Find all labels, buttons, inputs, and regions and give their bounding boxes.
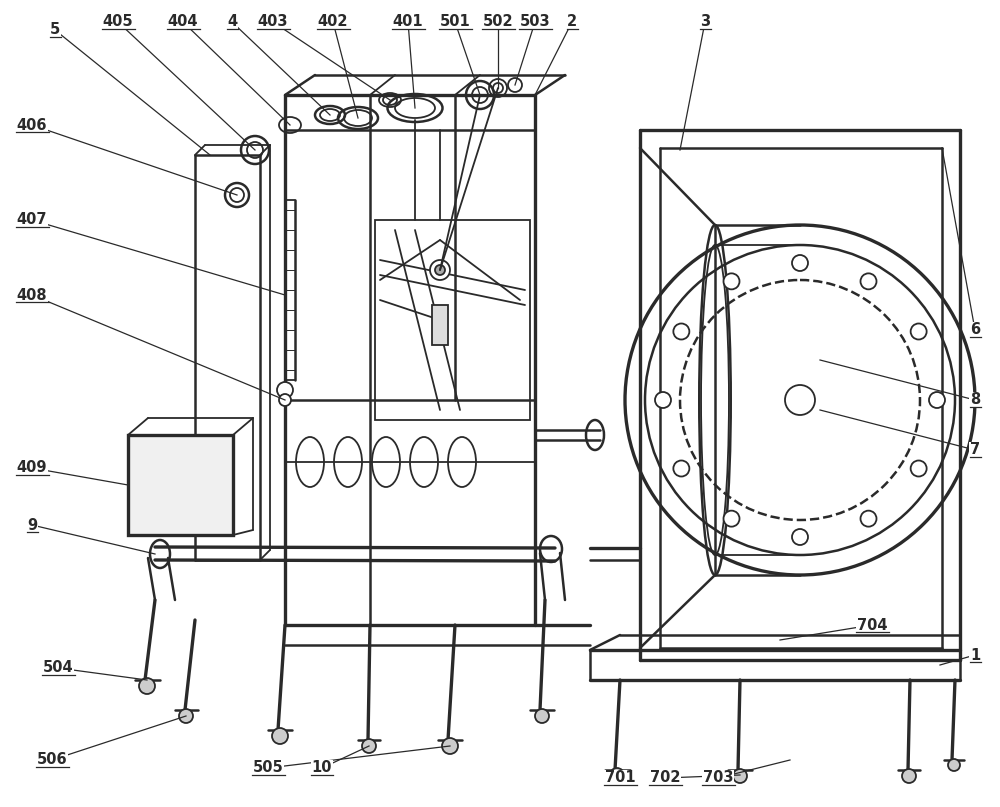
Circle shape — [430, 260, 450, 280]
Circle shape — [279, 394, 291, 406]
Text: 504: 504 — [43, 660, 73, 675]
Circle shape — [724, 511, 740, 527]
Circle shape — [435, 265, 445, 275]
Text: 408: 408 — [17, 287, 47, 303]
Circle shape — [902, 769, 916, 783]
Text: 501: 501 — [440, 15, 470, 30]
Text: 402: 402 — [318, 15, 348, 30]
Text: 405: 405 — [103, 15, 133, 30]
Text: 404: 404 — [168, 15, 198, 30]
Bar — [375, 220, 530, 420]
Circle shape — [860, 274, 876, 290]
Circle shape — [673, 324, 689, 340]
Text: 506: 506 — [37, 752, 67, 767]
Circle shape — [442, 738, 458, 754]
Text: 407: 407 — [17, 212, 47, 228]
Circle shape — [792, 529, 808, 545]
Circle shape — [929, 392, 945, 408]
Circle shape — [277, 382, 293, 398]
Text: 7: 7 — [970, 442, 980, 458]
Circle shape — [911, 461, 927, 476]
Circle shape — [733, 769, 747, 783]
Circle shape — [911, 324, 927, 340]
Circle shape — [179, 709, 193, 723]
Text: 704: 704 — [857, 617, 887, 633]
Text: 502: 502 — [483, 15, 513, 30]
Circle shape — [610, 768, 624, 782]
Text: 9: 9 — [27, 517, 37, 533]
Text: 702: 702 — [650, 771, 680, 785]
Text: 6: 6 — [970, 323, 980, 337]
Text: 8: 8 — [970, 392, 980, 408]
Circle shape — [272, 728, 288, 744]
Text: 4: 4 — [227, 15, 237, 30]
Circle shape — [535, 709, 549, 723]
Text: 503: 503 — [520, 15, 550, 30]
Text: 403: 403 — [258, 15, 288, 30]
Circle shape — [792, 255, 808, 271]
Text: 2: 2 — [567, 15, 577, 30]
Bar — [128, 435, 233, 535]
Text: 701: 701 — [605, 771, 635, 785]
Text: 401: 401 — [393, 15, 423, 30]
Circle shape — [362, 739, 376, 753]
Text: 3: 3 — [700, 15, 710, 30]
Circle shape — [724, 274, 740, 290]
Text: 505: 505 — [253, 760, 283, 776]
Circle shape — [860, 511, 876, 527]
Circle shape — [655, 392, 671, 408]
Bar — [432, 305, 448, 345]
Text: 703: 703 — [703, 771, 733, 785]
Text: 406: 406 — [17, 118, 47, 132]
Text: 409: 409 — [17, 461, 47, 475]
Circle shape — [948, 759, 960, 771]
Text: 5: 5 — [50, 23, 60, 37]
Text: 1: 1 — [970, 647, 980, 663]
Circle shape — [673, 461, 689, 476]
Text: 10: 10 — [312, 760, 332, 776]
Circle shape — [785, 385, 815, 415]
Circle shape — [139, 678, 155, 694]
